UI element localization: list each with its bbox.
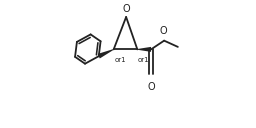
Text: or1: or1 (138, 57, 150, 63)
Text: or1: or1 (114, 57, 126, 63)
Text: O: O (122, 4, 130, 14)
Text: O: O (160, 26, 167, 36)
Text: O: O (147, 82, 155, 92)
Polygon shape (98, 49, 114, 58)
Polygon shape (137, 47, 151, 52)
